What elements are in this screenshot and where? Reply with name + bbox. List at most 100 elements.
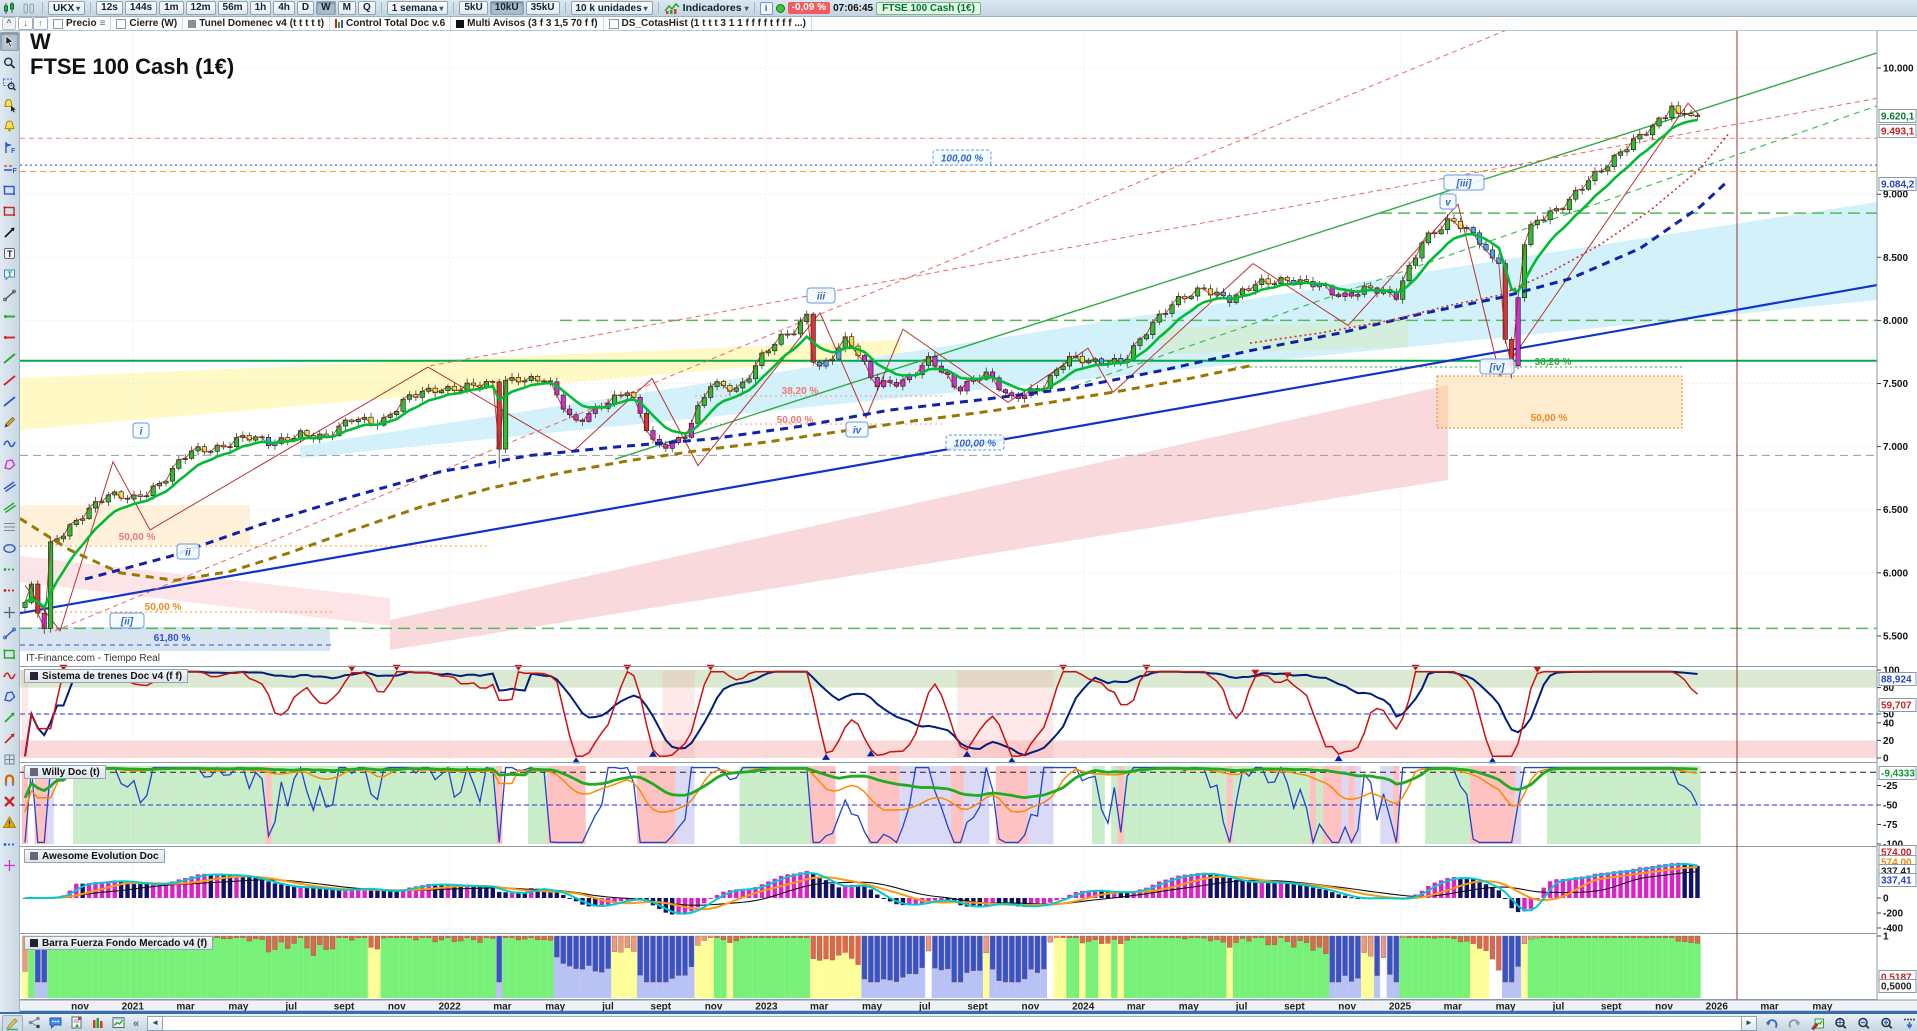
alert-warning-tool[interactable]: ! — [1, 814, 18, 831]
anchor-point-tool[interactable]: F — [1, 139, 18, 156]
note-bubble-tool[interactable]: T — [1, 266, 18, 283]
panel-label-barra-fuerza[interactable]: Barra Fuerza Fondo Mercado v4 (f) — [24, 936, 214, 950]
horizontal-scrollbar[interactable]: ◄ ► — [147, 1016, 1757, 1031]
period-dropdown[interactable]: 1 semana ▾ — [386, 1, 449, 15]
arrow-red-tool[interactable] — [1, 730, 18, 747]
wave-tool[interactable] — [1, 435, 18, 452]
zoom-tool[interactable] — [1, 55, 18, 72]
indicator-chip-5[interactable]: DS_CotasHist (1 t t t 3 1 1 f f f f t f … — [604, 17, 812, 30]
checkbox-icon[interactable] — [116, 18, 127, 29]
unit-button-10kU[interactable]: 10kU — [489, 1, 524, 15]
wave-red-tool[interactable] — [1, 667, 18, 684]
timeframe-button-56m[interactable]: 56m — [217, 1, 248, 15]
cross-magenta-tool[interactable] — [1, 857, 18, 874]
scroll-left-button[interactable]: ◄ — [147, 1016, 164, 1031]
timeframe-button-12m[interactable]: 12m — [185, 1, 216, 15]
dotline-green-tool[interactable] — [1, 561, 18, 578]
unit-button-35kU[interactable]: 35kU — [525, 1, 560, 15]
timeframe-button-12s[interactable]: 12s — [96, 1, 123, 15]
timeframe-button-1h[interactable]: 1h — [249, 1, 272, 15]
alarm-pointer-tool[interactable] — [1, 97, 18, 114]
arrow-tool[interactable] — [1, 224, 18, 241]
more-down-button[interactable] — [1900, 1016, 1917, 1031]
units-dropdown[interactable]: 10 k unidades ▾ — [570, 1, 653, 15]
unit-button-5kU[interactable]: 5kU — [459, 1, 488, 15]
panel-label-willy-doc[interactable]: Willy Doc (t) — [24, 765, 106, 779]
timeframe-button-144s[interactable]: 144s — [124, 1, 158, 15]
polygon-tool[interactable] — [1, 456, 18, 473]
scroll-right-button[interactable]: ► — [1741, 1016, 1757, 1031]
magnet-tool[interactable] — [1, 772, 18, 789]
zoom-out-button[interactable] — [1854, 1016, 1873, 1031]
draw-pencil-button[interactable] — [2, 1014, 23, 1031]
undo-button[interactable] — [1762, 1016, 1781, 1031]
rect-green-tool[interactable] — [1, 646, 18, 663]
indicator-chip-1[interactable]: Cierre (W) — [111, 17, 184, 30]
indicator-chip-2[interactable]: Tunel Domenec v4 (t t t t t) — [183, 17, 331, 30]
fibonacci-tool[interactable] — [1, 519, 18, 536]
chart-settings-button[interactable] — [1808, 1016, 1827, 1031]
trend-green-tool[interactable] — [1, 350, 18, 367]
arrow-green-tool[interactable] — [1, 709, 18, 726]
scrollbar-track[interactable] — [163, 1016, 1741, 1031]
timeframe-buttons: 12s 144s 1m 12m 56m 1h 4h D W M Q — [96, 1, 376, 15]
hline-green-tool[interactable] — [1, 308, 18, 325]
panel-label-sistema-de-trenes[interactable]: Sistema de trenes Doc v4 (f f) — [24, 669, 189, 683]
delete-tool[interactable] — [1, 793, 18, 810]
collapse-left-icon[interactable]: « — [133, 1017, 140, 1030]
trend-red-tool[interactable] — [1, 372, 18, 389]
segment-tool[interactable] — [1, 287, 18, 304]
rect-blue-tool[interactable] — [1, 182, 18, 199]
collapse-toolbar-button[interactable]: ^ — [2, 17, 16, 30]
compare-button[interactable] — [88, 1015, 107, 1031]
timeframe-button-Q[interactable]: Q — [357, 1, 376, 15]
indicator-chip-0[interactable]: Precio ≡ — [48, 17, 112, 30]
segment-blue-tool[interactable] — [1, 625, 18, 642]
levels-tool[interactable]: F — [1, 161, 18, 178]
ellipse-tool[interactable] — [1, 540, 18, 557]
zoom-select-tool[interactable] — [1, 76, 18, 93]
sell-arrow-button[interactable]: ↓ — [18, 17, 33, 30]
report-button[interactable] — [67, 1015, 86, 1031]
trend-blue-tool[interactable] — [1, 393, 18, 410]
share-button[interactable] — [25, 1015, 44, 1031]
zoom-area-button[interactable] — [1831, 1016, 1850, 1031]
indicator-square-icon[interactable] — [188, 19, 197, 28]
cursor-tool[interactable] — [0, 32, 19, 51]
instrument-badge[interactable]: FTSE 100 Cash (1€) — [876, 1, 981, 15]
chat-button[interactable] — [46, 1015, 65, 1031]
alarm-tool[interactable] — [1, 118, 18, 135]
hline-red-tool[interactable] — [1, 329, 18, 346]
dotline-blue-tool[interactable] — [1, 836, 18, 853]
text-tool[interactable]: T — [1, 245, 18, 262]
timeframe-button-1m[interactable]: 1m — [159, 1, 184, 15]
buy-arrow-button[interactable]: ↑ — [33, 17, 48, 30]
list-icon[interactable]: ≡ — [99, 18, 106, 29]
timeframe-button-M[interactable]: M — [337, 1, 356, 15]
indicators-button[interactable]: Indicadores — [682, 2, 742, 14]
panel-label-awesome-evolution[interactable]: Awesome Evolution Doc — [24, 849, 165, 863]
checkbox-icon[interactable] — [53, 18, 63, 29]
grid-tool[interactable] — [1, 751, 18, 768]
zoom-in-button[interactable] — [1877, 1016, 1896, 1031]
indicator-square-icon[interactable] — [456, 19, 465, 28]
indicator-chip-3[interactable]: Control Total Doc v.6 — [330, 17, 452, 30]
channel-green-tool[interactable] — [1, 498, 18, 515]
checkbox-icon[interactable] — [608, 18, 619, 29]
rect-red-tool[interactable] — [1, 203, 18, 220]
chevron-down-icon[interactable]: ▾ — [744, 3, 749, 13]
channel-blue-tool[interactable] — [1, 477, 18, 494]
redo-button[interactable] — [1785, 1016, 1804, 1031]
cross-tool[interactable] — [1, 604, 18, 621]
dotline-red-tool[interactable] — [1, 582, 18, 599]
pencil-tool[interactable] — [1, 414, 18, 431]
symbol-dropdown[interactable]: UKX ▾ — [48, 1, 86, 15]
indicator-chip-4[interactable]: Multi Avisos (3 f 3 1,5 70 f f) — [451, 17, 604, 30]
timeframe-button-4h[interactable]: 4h — [273, 1, 295, 15]
info-button[interactable]: i — [759, 1, 773, 15]
polygon-blue-tool[interactable] — [1, 688, 18, 705]
timeframe-button-W[interactable]: W — [316, 1, 336, 15]
chart-window-button[interactable] — [109, 1015, 128, 1031]
timeframe-button-D[interactable]: D — [296, 1, 315, 15]
